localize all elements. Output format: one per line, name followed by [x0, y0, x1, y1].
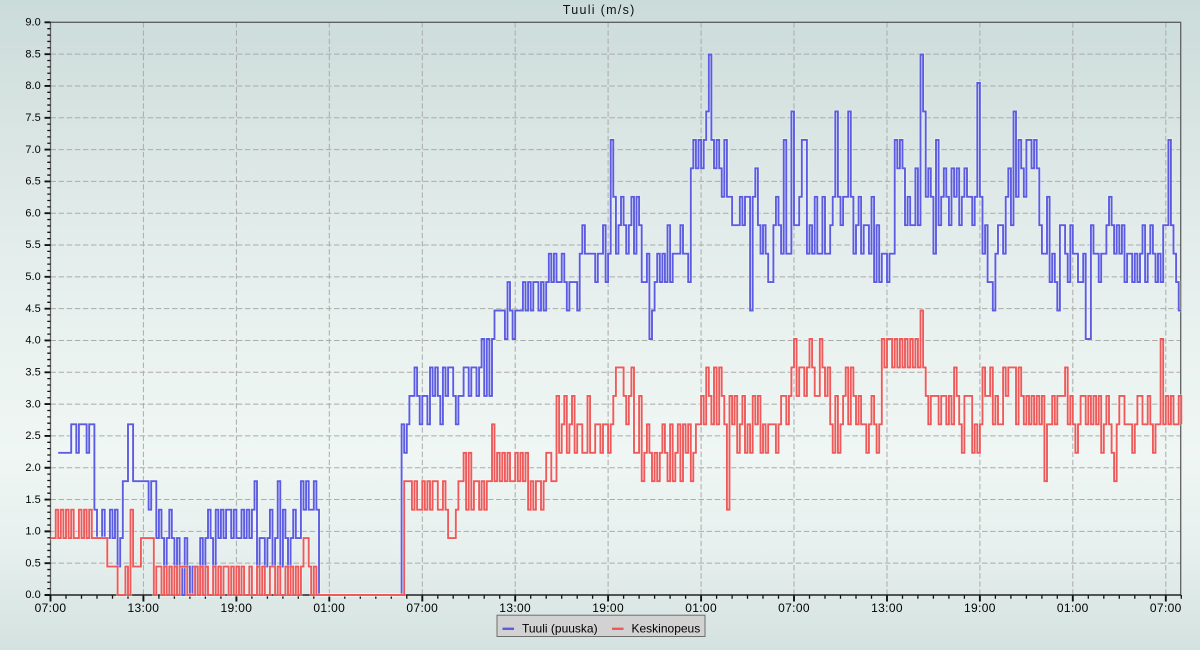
svg-text:8.5: 8.5 [25, 48, 40, 60]
svg-text:Tuuli (puuska): Tuuli (puuska) [522, 621, 598, 635]
svg-text:1.0: 1.0 [25, 526, 40, 538]
svg-text:07:00: 07:00 [1150, 601, 1182, 615]
svg-text:7.0: 7.0 [25, 144, 40, 156]
svg-text:8.0: 8.0 [25, 80, 40, 92]
svg-text:13:00: 13:00 [128, 601, 160, 615]
svg-text:5.5: 5.5 [25, 239, 40, 251]
svg-text:13:00: 13:00 [499, 601, 531, 615]
svg-text:0.5: 0.5 [25, 557, 40, 569]
svg-text:4.5: 4.5 [25, 303, 40, 315]
svg-text:Keskinopeus: Keskinopeus [632, 621, 701, 635]
svg-text:7.5: 7.5 [25, 112, 40, 124]
svg-text:Tuuli (m/s): Tuuli (m/s) [563, 3, 636, 17]
svg-text:3.0: 3.0 [25, 398, 40, 410]
svg-text:19:00: 19:00 [592, 601, 624, 615]
svg-text:3.5: 3.5 [25, 367, 40, 379]
svg-text:1.5: 1.5 [25, 494, 40, 506]
svg-text:9.0: 9.0 [25, 17, 40, 29]
svg-text:07:00: 07:00 [778, 601, 810, 615]
svg-text:2.5: 2.5 [25, 430, 40, 442]
svg-text:07:00: 07:00 [406, 601, 438, 615]
svg-text:6.5: 6.5 [25, 176, 40, 188]
svg-text:01:00: 01:00 [1057, 601, 1089, 615]
svg-text:6.0: 6.0 [25, 207, 40, 219]
svg-text:5.0: 5.0 [25, 271, 40, 283]
svg-text:19:00: 19:00 [221, 601, 253, 615]
svg-text:2.0: 2.0 [25, 462, 40, 474]
svg-text:0.0: 0.0 [25, 589, 40, 601]
svg-text:4.0: 4.0 [25, 335, 40, 347]
svg-text:07:00: 07:00 [35, 601, 67, 615]
svg-text:01:00: 01:00 [685, 601, 717, 615]
svg-text:19:00: 19:00 [964, 601, 996, 615]
svg-text:01:00: 01:00 [313, 601, 345, 615]
svg-text:13:00: 13:00 [871, 601, 903, 615]
